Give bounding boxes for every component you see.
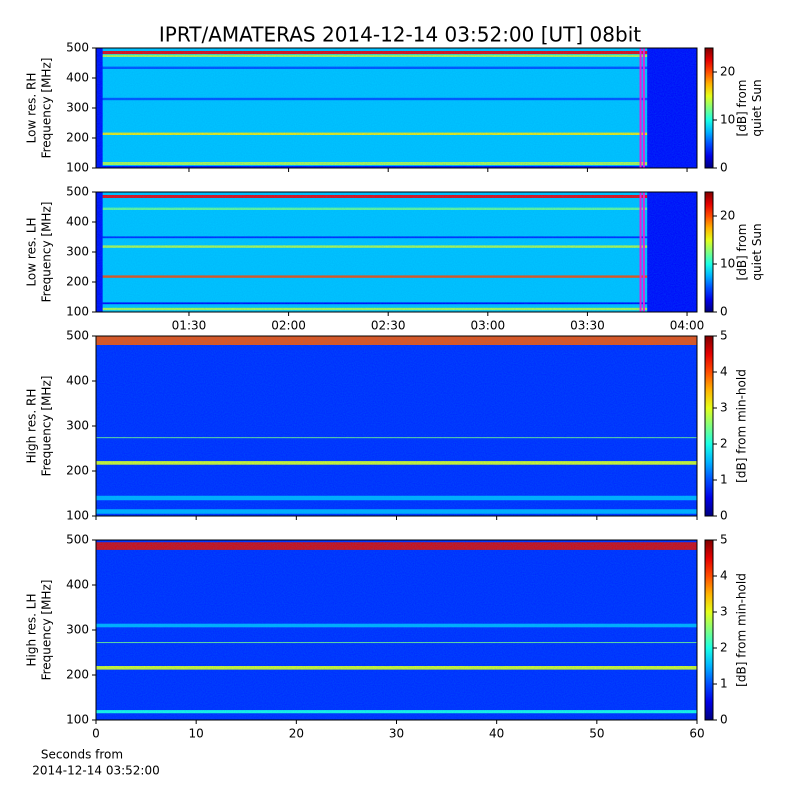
colorbar-tick-label: 1 <box>720 473 728 487</box>
y-axis-label: Frequency [MHz] <box>40 202 54 303</box>
noise <box>96 48 697 168</box>
x-tick-label: 0 <box>92 727 100 741</box>
colorbar-label: [dB] from <box>735 224 749 281</box>
colorbar-label: [dB] from <box>735 80 749 137</box>
y-tick-label: 100 <box>66 305 89 319</box>
colorbar-label: quiet Sun <box>750 79 764 136</box>
plot-area <box>96 48 697 168</box>
colorbar-tick-label: 20 <box>720 65 735 79</box>
x-tick-label: 02:30 <box>371 319 406 333</box>
y-tick-label: 300 <box>66 623 89 637</box>
y-tick-label: 400 <box>66 215 89 229</box>
colorbar-tick-label: 2 <box>720 437 728 451</box>
colorbar-label: [dB] from min-hold <box>735 369 749 483</box>
colorbar <box>704 47 714 169</box>
y-tick-label: 200 <box>66 131 89 145</box>
y-tick-label: 400 <box>66 578 89 592</box>
noise <box>96 192 697 312</box>
colorbar-tick-label: 4 <box>720 365 728 379</box>
colorbar-tick-label: 0 <box>720 161 728 175</box>
colorbar <box>704 191 714 313</box>
y-tick-label: 200 <box>66 275 89 289</box>
x-tick-label: 60 <box>689 727 704 741</box>
x-tick-label: 03:00 <box>471 319 506 333</box>
colorbar-tick-label: 3 <box>720 605 728 619</box>
x-tick-label: 01:30 <box>172 319 207 333</box>
y-axis-label: Frequency [MHz] <box>40 580 54 681</box>
colorbar-tick-label: 0 <box>720 713 728 727</box>
noise <box>96 540 697 720</box>
y-tick-label: 200 <box>66 464 89 478</box>
colorbar-label: quiet Sun <box>750 223 764 280</box>
y-tick-label: 100 <box>66 509 89 523</box>
x-tick-label: 10 <box>189 727 204 741</box>
y-tick-label: 400 <box>66 374 89 388</box>
colorbar-tick-label: 1 <box>720 677 728 691</box>
y-tick-label: 300 <box>66 245 89 259</box>
y-axis-label: High res. LH <box>25 593 39 666</box>
colorbar-tick-label: 5 <box>720 533 728 547</box>
colorbar-tick-label: 5 <box>720 329 728 343</box>
y-tick-label: 500 <box>66 329 89 343</box>
y-axis-label: Low res. RH <box>25 73 39 144</box>
y-tick-label: 500 <box>66 533 89 547</box>
noise <box>96 336 697 516</box>
colorbar <box>704 539 714 721</box>
y-axis-label: Low res. LH <box>25 217 39 286</box>
y-tick-label: 300 <box>66 101 89 115</box>
x-axis-label: 2014-12-14 03:52:00 <box>32 764 159 778</box>
y-tick-label: 500 <box>66 41 89 55</box>
x-tick-label: 02:00 <box>271 319 306 333</box>
plot-area <box>96 336 697 516</box>
colorbar-tick-label: 0 <box>720 305 728 319</box>
colorbar <box>704 335 714 517</box>
y-tick-label: 100 <box>66 161 89 175</box>
y-tick-label: 400 <box>66 71 89 85</box>
x-tick-label: 20 <box>289 727 304 741</box>
y-axis-label: High res. RH <box>25 389 39 464</box>
x-tick-label: 04:00 <box>670 319 705 333</box>
y-tick-label: 100 <box>66 713 89 727</box>
colorbar-tick-label: 2 <box>720 641 728 655</box>
colorbar-tick-label: 4 <box>720 569 728 583</box>
plot-area <box>96 192 697 312</box>
y-tick-label: 200 <box>66 668 89 682</box>
x-tick-label: 30 <box>389 727 404 741</box>
x-tick-label: 40 <box>489 727 504 741</box>
y-tick-label: 500 <box>66 185 89 199</box>
colorbar-tick-label: 0 <box>720 509 728 523</box>
colorbar-tick-label: 10 <box>720 113 735 127</box>
x-axis-label: Seconds from <box>41 748 123 762</box>
colorbar-label: [dB] from min-hold <box>735 573 749 687</box>
colorbar-tick-label: 3 <box>720 401 728 415</box>
colorbar-tick-label: 20 <box>720 209 735 223</box>
y-tick-label: 300 <box>66 419 89 433</box>
colorbar-tick-label: 10 <box>720 257 735 271</box>
figure-title: IPRT/AMATERAS 2014-12-14 03:52:00 [UT] 0… <box>159 23 641 47</box>
x-tick-label: 03:30 <box>570 319 605 333</box>
y-axis-label: Frequency [MHz] <box>40 376 54 477</box>
plot-area <box>96 540 697 720</box>
x-tick-label: 50 <box>589 727 604 741</box>
y-axis-label: Frequency [MHz] <box>40 58 54 159</box>
